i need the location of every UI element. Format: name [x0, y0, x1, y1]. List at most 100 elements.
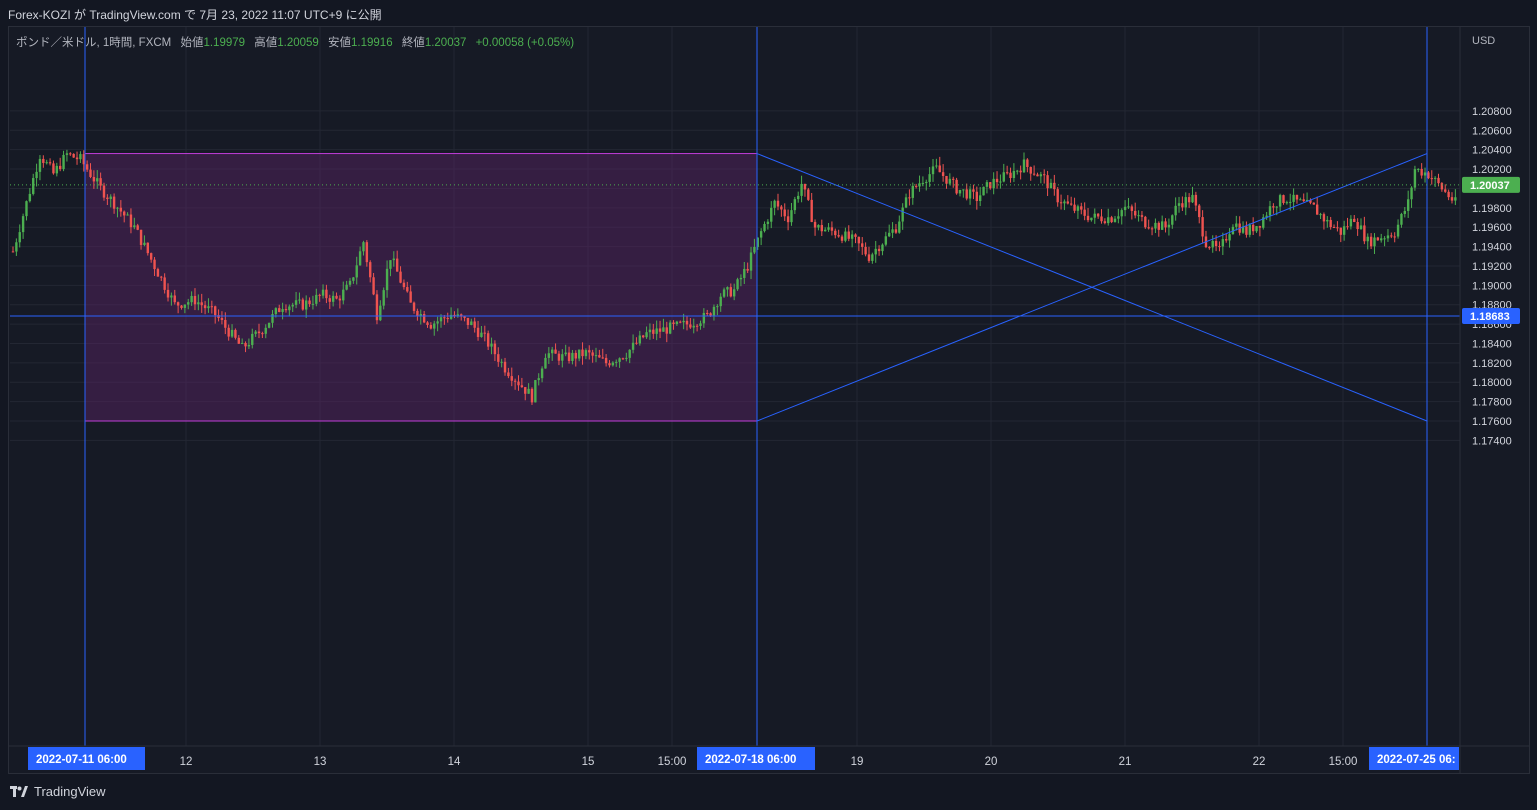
date-label: 2022-07-25 06:: [1377, 754, 1456, 766]
candle-body: [716, 306, 719, 308]
candle-body: [102, 185, 106, 198]
candle-body: [591, 352, 594, 356]
candle-body: [948, 178, 952, 184]
line-price-label: 1.18683: [1470, 311, 1510, 323]
candle-body: [1046, 175, 1049, 189]
candle-body: [372, 277, 375, 295]
candle-body: [426, 322, 429, 326]
candle-body: [631, 342, 635, 350]
candle-body: [1086, 215, 1090, 221]
candle-body: [527, 388, 530, 394]
candle-body: [180, 305, 183, 308]
price-tick-label: 1.17600: [1472, 416, 1512, 428]
candle-body: [251, 333, 254, 345]
candle-body: [1137, 215, 1140, 217]
candle-body: [1103, 221, 1107, 224]
candle-body: [1386, 235, 1390, 239]
tradingview-brand[interactable]: TradingView: [10, 784, 106, 799]
candle-body: [695, 325, 699, 327]
candle-body: [1171, 215, 1174, 225]
candle-body: [665, 327, 668, 334]
candle-body: [1272, 206, 1275, 208]
candle-body: [904, 197, 908, 208]
legend-low-value: 1.19916: [351, 37, 393, 49]
time-tick-label: 15:00: [658, 756, 687, 768]
candle-body: [1299, 199, 1302, 201]
candle-body: [1390, 235, 1393, 237]
candle-body: [183, 304, 187, 308]
candle-body: [604, 357, 608, 364]
candle-body: [1134, 210, 1137, 216]
candle-body: [962, 189, 965, 191]
candle-body: [203, 305, 207, 309]
candle-body: [682, 320, 685, 323]
candle-body: [375, 294, 379, 321]
candle-body: [1164, 221, 1167, 228]
legend-high-label: 高値: [254, 37, 278, 49]
candle-body: [247, 344, 251, 347]
candle-body: [92, 176, 96, 182]
candle-body: [1198, 205, 1201, 218]
candle-body: [1090, 217, 1093, 221]
candle-body: [1016, 170, 1019, 172]
candle-body: [1342, 226, 1346, 235]
candle-body: [129, 214, 133, 228]
candle-body: [1383, 238, 1386, 240]
candle-body: [551, 349, 554, 354]
line-price-tag: [1462, 308, 1520, 325]
candle-body: [500, 361, 503, 363]
candle-body: [668, 322, 672, 334]
candle-body: [1339, 227, 1342, 235]
candle-body: [874, 248, 877, 255]
candle-body: [797, 195, 800, 200]
candle-body: [840, 236, 844, 241]
candle-body: [776, 200, 780, 207]
candle-body: [1268, 206, 1272, 216]
candle-body: [544, 357, 547, 369]
candle-body: [35, 171, 38, 179]
candle-body: [1289, 201, 1292, 203]
candle-body: [389, 260, 392, 269]
time-tick-label: 12: [180, 756, 193, 768]
candle-body: [877, 248, 881, 252]
price-chart[interactable]: USD 1.17400 1.17600 1.17800 1.18000 1.18200 1.…: [8, 26, 1530, 774]
price-tick-label: 1.19200: [1472, 261, 1512, 273]
candle-body: [1063, 201, 1066, 204]
candle-body: [530, 388, 534, 403]
candle-body: [908, 197, 911, 199]
candle-body: [901, 207, 904, 222]
candle-body: [743, 268, 746, 278]
candle-body: [584, 350, 588, 357]
candle-body: [163, 277, 166, 290]
price-tick-label: 1.19000: [1472, 280, 1512, 292]
candle-body: [473, 321, 476, 328]
candle-body: [1066, 201, 1070, 204]
candle-body: [554, 349, 557, 354]
candle-body: [898, 221, 901, 233]
candle-body: [406, 287, 409, 292]
candle-body: [938, 165, 941, 173]
price-tick-label: 1.19600: [1472, 222, 1512, 234]
candle-body: [463, 316, 466, 318]
candle-body: [21, 216, 25, 233]
brand-name: TradingView: [34, 784, 106, 799]
candle-body: [975, 191, 979, 202]
candle-body: [1123, 206, 1127, 211]
candle-body: [166, 289, 170, 298]
candle-body: [1430, 178, 1433, 180]
candle-body: [837, 235, 840, 237]
candle-body: [1363, 225, 1366, 242]
candle-body: [952, 178, 955, 180]
currency-label: USD: [1472, 35, 1495, 47]
candle-body: [601, 357, 604, 359]
candle-body: [480, 332, 483, 337]
candle-body: [395, 258, 399, 272]
candle-body: [1393, 236, 1396, 238]
candle-body: [850, 234, 854, 239]
candle-body: [1262, 217, 1265, 228]
price-tick-label: 1.20200: [1472, 164, 1512, 176]
candle-body: [1346, 226, 1349, 228]
candle-body: [449, 314, 453, 319]
candle-body: [254, 331, 257, 334]
candle-body: [429, 325, 433, 329]
